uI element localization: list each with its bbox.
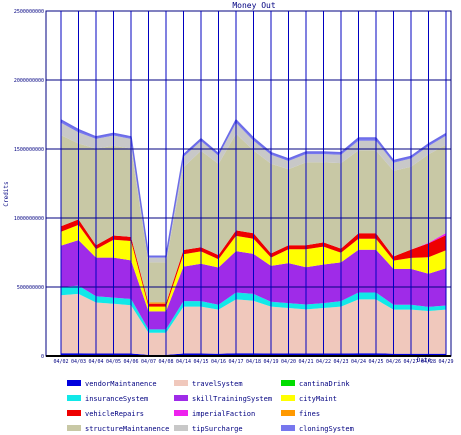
- x-tick-label: 04/07: [141, 359, 156, 365]
- y-tick-label: 500000000: [17, 285, 44, 291]
- legend-item-cantinaDrink: cantinaDrink: [281, 380, 350, 388]
- x-tick-label: 04/29: [438, 359, 453, 365]
- legend-label: travelSystem: [192, 380, 243, 388]
- x-tick-label: 04/16: [211, 359, 226, 365]
- area-tipSurcharge: [61, 122, 446, 263]
- legend-swatch: [174, 395, 188, 401]
- y-tick-label: 2500000000: [14, 9, 44, 15]
- chart-title: Money Out: [232, 1, 276, 10]
- x-tick-label: 04/24: [351, 359, 366, 365]
- legend-label: fines: [299, 410, 320, 418]
- x-tick-label: 04/05: [106, 359, 121, 365]
- x-tick-label: 04/25: [368, 359, 383, 365]
- x-tick-label: 04/02: [53, 359, 68, 365]
- x-tick-label: 04/04: [88, 359, 103, 365]
- legend-label: vehicleRepairs: [85, 410, 144, 418]
- legend-swatch: [281, 380, 295, 386]
- legend-swatch: [174, 380, 188, 386]
- x-tick-label: 04/23: [333, 359, 348, 365]
- legend-label: imperialFaction: [192, 410, 255, 418]
- legend-item-cloningSystem: cloningSystem: [281, 425, 354, 433]
- legend-label: tipSurcharge: [192, 425, 243, 433]
- y-tick-label: 1000000000: [14, 216, 44, 222]
- legend-item-tipSurcharge: tipSurcharge: [174, 425, 243, 433]
- legend-swatch: [281, 395, 295, 401]
- x-tick-label: 04/15: [193, 359, 208, 365]
- legend-swatch: [174, 425, 188, 431]
- x-tick-label: 04/27: [403, 359, 418, 365]
- legend: vendorMaintanence travelSystem cantinaDrin…: [67, 380, 354, 433]
- area-insuranceSystem: [61, 285, 446, 333]
- legend-item-cityMaint: cityMaint: [281, 395, 337, 403]
- legend-swatch: [67, 380, 81, 386]
- y-tick-label: 0: [41, 354, 44, 360]
- legend-label: vendorMaintanence: [85, 380, 157, 388]
- legend-label: skillTrainingSystem: [192, 395, 272, 403]
- legend-item-travelSystem: travelSystem: [174, 380, 243, 388]
- legend-item-insuranceSystem: insuranceSystem: [67, 395, 148, 403]
- legend-item-imperialFaction: imperialFaction: [174, 410, 255, 418]
- legend-label: insuranceSystem: [85, 395, 148, 403]
- legend-swatch: [67, 425, 81, 431]
- y-tick-label: 2000000000: [14, 78, 44, 84]
- legend-swatch: [174, 410, 188, 416]
- x-tick-label: 04/18: [246, 359, 261, 365]
- legend-item-structureMaintanence: structureMaintanence: [67, 425, 169, 433]
- x-tick-label: 04/08: [158, 359, 173, 365]
- legend-swatch: [67, 395, 81, 401]
- legend-swatch: [281, 425, 295, 431]
- area-cityMaint: [61, 224, 446, 312]
- legend-item-skillTrainingSystem: skillTrainingSystem: [174, 395, 272, 403]
- legend-item-vehicleRepairs: vehicleRepairs: [67, 410, 144, 418]
- x-tick-label: 04/26: [386, 359, 401, 365]
- x-tick-label: 04/21: [298, 359, 313, 365]
- x-tick-label: 04/17: [228, 359, 243, 365]
- y-tick-label: 1500000000: [14, 147, 44, 153]
- legend-swatch: [281, 410, 295, 416]
- x-tick-label: 04/20: [281, 359, 296, 365]
- legend-label: structureMaintanence: [85, 425, 169, 433]
- legend-item-fines: fines: [281, 410, 320, 418]
- legend-swatch: [67, 410, 81, 416]
- x-tick-label: 04/28: [421, 359, 436, 365]
- x-axis-label: Date: [417, 357, 432, 364]
- x-tick-label: 04/22: [316, 359, 331, 365]
- y-axis-label: Credits: [3, 181, 10, 207]
- legend-item-vendorMaintanence: vendorMaintanence: [67, 380, 157, 388]
- legend-label: cityMaint: [299, 395, 337, 403]
- legend-label: cloningSystem: [299, 425, 354, 433]
- plot-area: 0 500000000 1000000000 1500000000 2000000000…: [14, 9, 454, 365]
- x-tick-label: 04/14: [176, 359, 191, 365]
- x-tick-label: 04/19: [263, 359, 278, 365]
- legend-label: cantinaDrink: [299, 380, 350, 388]
- area-vehicleRepairs: [61, 219, 446, 307]
- x-tick-label: 04/06: [123, 359, 138, 365]
- x-tick-label: 04/03: [71, 359, 86, 365]
